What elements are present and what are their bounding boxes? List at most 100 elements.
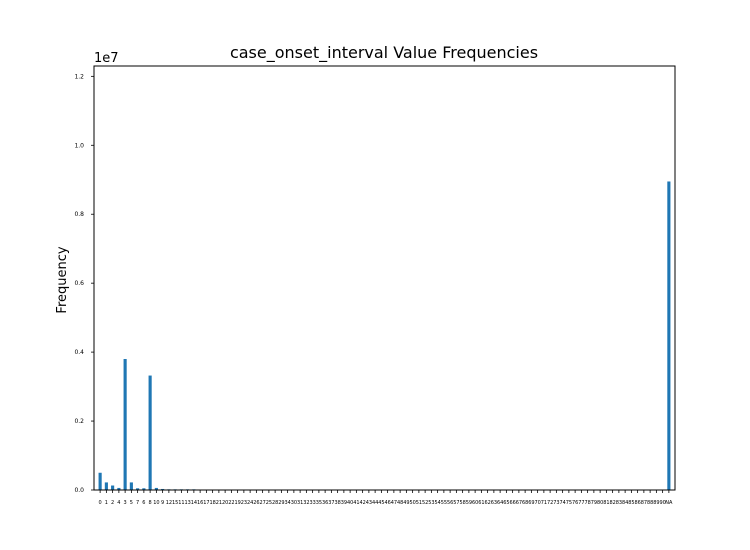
x-tick-label: 0 <box>99 500 102 506</box>
x-tick-label: 39 <box>341 500 347 506</box>
x-tick-label: 65 <box>503 500 509 506</box>
x-tick-label: 18 <box>209 500 215 506</box>
x-tick-label: 79 <box>591 500 597 506</box>
x-tick-label: 63 <box>491 500 497 506</box>
x-tick-label: 40 <box>347 500 353 506</box>
x-tick-label: 72 <box>547 500 553 506</box>
y-tick-label: 0.4 <box>74 349 84 356</box>
x-tick-label: 83 <box>616 500 622 506</box>
x-tick-label: 67 <box>516 500 522 506</box>
x-tick-label: 84 <box>622 500 628 506</box>
x-ticks-group: 0 1 2 4 3 5 7 6 8 10 9 12 15 11 13 14 16 17 18 21 20 22 19 23 24… <box>99 490 673 506</box>
x-tick-label: 24 <box>247 500 253 506</box>
bar <box>98 472 102 490</box>
x-tick-label: 36 <box>322 500 328 506</box>
y-axis-label: Frequency <box>55 246 70 313</box>
y-tick-label: 0.0 <box>74 487 84 494</box>
x-tick-label: 14 <box>191 500 197 506</box>
bar <box>129 482 133 490</box>
x-tick-label: 70 <box>534 500 540 506</box>
x-tick-label: 13 <box>184 500 190 506</box>
x-tick-label: 78 <box>584 500 590 506</box>
x-tick-label: 53 <box>428 500 434 506</box>
x-tick-label: 11 <box>178 500 184 506</box>
y-offset-label: 1e7 <box>94 51 119 66</box>
x-tick-label: 23 <box>241 500 247 506</box>
x-tick-label: 49 <box>403 500 409 506</box>
bar <box>111 485 115 490</box>
x-tick-label: 62 <box>484 500 490 506</box>
x-tick-label: 3 <box>124 500 127 506</box>
x-tick-label: 43 <box>366 500 372 506</box>
x-tick-label: 69 <box>528 500 534 506</box>
x-tick-label: 68 <box>522 500 528 506</box>
x-tick-label: 55 <box>441 500 447 506</box>
bars-group <box>98 181 671 491</box>
x-tick-label: 38 <box>334 500 340 506</box>
x-tick-label: 64 <box>497 500 503 506</box>
x-tick-label: 31 <box>297 500 303 506</box>
x-tick-label: 22 <box>228 500 234 506</box>
x-tick-label: 76 <box>572 500 578 506</box>
bar <box>161 488 165 490</box>
x-tick-label: 88 <box>647 500 653 506</box>
y-ticks-group: 0.0 0.2 0.4 0.6 0.8 1.0 1.2 <box>74 73 94 494</box>
x-tick-label: 34 <box>284 500 290 506</box>
x-tick-label: 27 <box>259 500 265 506</box>
bar <box>667 181 671 491</box>
x-tick-label: 8 <box>149 500 152 506</box>
plot-frame <box>93 65 676 491</box>
x-tick-label: 51 <box>416 500 422 506</box>
x-tick-label: NA <box>665 500 673 506</box>
x-tick-label: 28 <box>272 500 278 506</box>
x-tick-label: 48 <box>397 500 403 506</box>
bar <box>136 488 140 490</box>
x-tick-label: 50 <box>409 500 415 506</box>
bar <box>148 375 152 490</box>
x-tick-label: 26 <box>253 500 259 506</box>
x-tick-label: 44 <box>372 500 378 506</box>
x-tick-label: 2 <box>111 500 114 506</box>
x-tick-label: 29 <box>278 500 284 506</box>
x-tick-label: 61 <box>478 500 484 506</box>
x-tick-label: 20 <box>222 500 228 506</box>
x-tick-label: 54 <box>434 500 440 506</box>
x-tick-label: 47 <box>391 500 397 506</box>
x-tick-label: 46 <box>384 500 390 506</box>
x-tick-label: 15 <box>172 500 178 506</box>
x-tick-label: 60 <box>472 500 478 506</box>
x-tick-label: 45 <box>378 500 384 506</box>
x-tick-label: 71 <box>541 500 547 506</box>
bar <box>154 487 158 490</box>
x-tick-label: 10 <box>153 500 159 506</box>
x-tick-label: 74 <box>559 500 565 506</box>
y-tick-label: 0.8 <box>74 211 84 218</box>
y-tick-label: 1.0 <box>74 142 84 149</box>
x-tick-label: 7 <box>136 500 139 506</box>
x-tick-label: 87 <box>641 500 647 506</box>
x-tick-label: 17 <box>203 500 209 506</box>
y-tick-label: 0.6 <box>74 280 84 287</box>
x-tick-label: 82 <box>609 500 615 506</box>
x-tick-label: 86 <box>634 500 640 506</box>
x-tick-label: 89 <box>653 500 659 506</box>
x-tick-label: 9 <box>161 500 164 506</box>
bar <box>104 482 108 490</box>
bar <box>142 488 146 490</box>
x-tick-label: 90 <box>659 500 665 506</box>
x-tick-label: 57 <box>453 500 459 506</box>
x-tick-label: 25 <box>266 500 272 506</box>
x-tick-label: 77 <box>578 500 584 506</box>
x-tick-label: 12 <box>166 500 172 506</box>
x-tick-label: 4 <box>117 500 120 506</box>
x-tick-label: 73 <box>553 500 559 506</box>
chart-title: case_onset_interval Value Frequencies <box>230 43 538 63</box>
x-tick-label: 66 <box>509 500 515 506</box>
y-tick-label: 0.2 <box>74 418 84 425</box>
x-tick-label: 41 <box>353 500 359 506</box>
x-tick-label: 81 <box>603 500 609 506</box>
x-tick-label: 85 <box>628 500 634 506</box>
bar <box>117 487 121 490</box>
x-tick-label: 16 <box>197 500 203 506</box>
